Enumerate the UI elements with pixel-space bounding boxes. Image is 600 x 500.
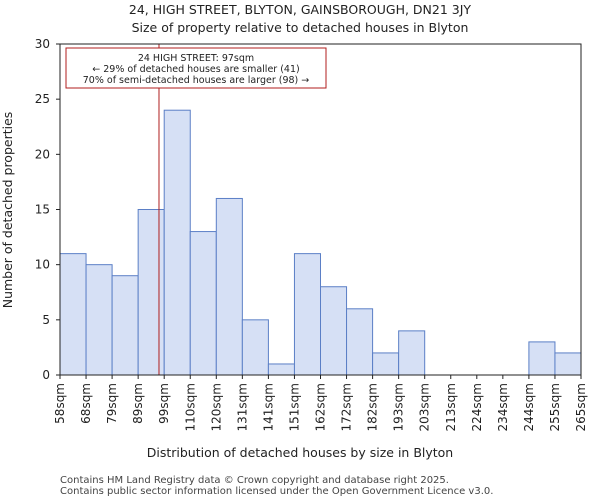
footer-line2: Contains public sector information licen…	[60, 486, 493, 497]
x-tick-label: 110sqm	[183, 383, 197, 431]
bar-151sqm	[293, 253, 322, 376]
bar-58sqm	[59, 253, 87, 376]
y-tick-label: 20	[35, 147, 50, 161]
x-tick-label: 203sqm	[418, 383, 432, 431]
x-tick-label: 172sqm	[340, 383, 354, 431]
y-axis-ticks: 0 5 10 15 20 25 30	[35, 37, 60, 382]
x-tick-label: 265sqm	[574, 383, 588, 431]
bar-193sqm	[398, 330, 426, 376]
x-tick-label: 193sqm	[392, 383, 406, 431]
x-tick-label: 141sqm	[261, 383, 275, 431]
x-tick-label: 151sqm	[287, 383, 301, 431]
annotation-box: 24 HIGH STREET: 97sqm ← 29% of detached …	[65, 47, 327, 89]
x-tick-label: 224sqm	[470, 383, 484, 431]
bar-89sqm	[137, 209, 165, 376]
bar-182sqm	[372, 352, 400, 376]
bar-99sqm	[163, 109, 191, 376]
y-tick-label: 30	[35, 37, 50, 51]
bar-110sqm	[189, 231, 217, 376]
y-tick-label: 25	[35, 92, 50, 106]
y-tick-label: 0	[42, 368, 50, 382]
bar-141sqm	[267, 363, 295, 376]
x-tick-label: 99sqm	[157, 383, 171, 424]
y-axis-label: Number of detached properties	[0, 112, 15, 309]
x-tick-label: 68sqm	[79, 383, 93, 424]
x-axis-label: Distribution of detached houses by size …	[147, 445, 453, 460]
x-tick-label: 182sqm	[366, 383, 380, 431]
bar-255sqm	[554, 352, 582, 376]
chart-title-line1: 24, HIGH STREET, BLYTON, GAINSBOROUGH, D…	[129, 2, 472, 17]
y-tick-label: 10	[35, 258, 50, 272]
x-tick-label: 213sqm	[444, 383, 458, 431]
x-tick-label: 58sqm	[53, 383, 67, 424]
x-tick-label: 79sqm	[105, 383, 119, 424]
plot-frame	[59, 43, 582, 376]
annotation-border	[65, 47, 327, 89]
bar-79sqm	[111, 275, 139, 376]
chart-title-line2: Size of property relative to detached ho…	[132, 20, 469, 35]
x-tick-label: 162sqm	[314, 383, 328, 431]
x-tick-label: 234sqm	[496, 383, 510, 431]
bar-162sqm	[320, 286, 348, 376]
bar-172sqm	[346, 308, 374, 376]
footer-line1: Contains HM Land Registry data © Crown c…	[60, 475, 449, 486]
bars-group	[59, 109, 582, 376]
annotation-line2: ← 29% of detached houses are smaller (41…	[92, 64, 299, 75]
annotation-line3: 70% of semi-detached houses are larger (…	[83, 75, 310, 86]
x-tick-label: 244sqm	[522, 383, 536, 431]
x-tick-label: 89sqm	[131, 383, 145, 424]
x-tick-label: 255sqm	[548, 383, 562, 431]
y-tick-label: 5	[42, 313, 50, 327]
bar-68sqm	[85, 264, 113, 376]
bar-244sqm	[528, 341, 556, 376]
x-tick-label: 120sqm	[209, 383, 223, 431]
bar-120sqm	[215, 197, 243, 376]
x-axis-ticks: 58sqm 68sqm 79sqm 89sqm 99sqm 110sqm 120sqm 131…	[53, 375, 588, 431]
x-tick-label: 131sqm	[235, 383, 249, 431]
bar-131sqm	[241, 319, 269, 376]
y-tick-label: 15	[35, 203, 50, 217]
annotation-line1: 24 HIGH STREET: 97sqm	[138, 53, 254, 64]
